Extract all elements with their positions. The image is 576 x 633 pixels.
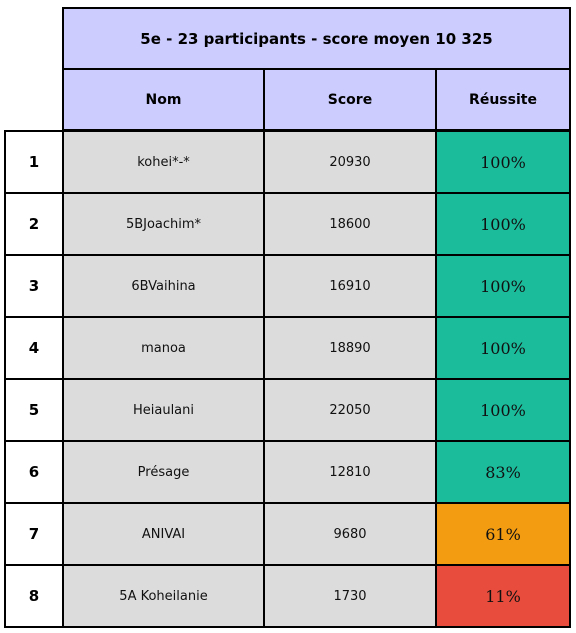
success-rate-cell: 100% xyxy=(435,130,571,194)
participant-name-cell: kohei*-* xyxy=(62,130,265,194)
success-rate-cell: 100% xyxy=(435,378,571,442)
score-cell: 9680 xyxy=(263,502,437,566)
participant-name-cell: manoa xyxy=(62,316,265,380)
participant-name-cell: ANIVAI xyxy=(62,502,265,566)
success-rate-cell: 61% xyxy=(435,502,571,566)
rank-cell: 1 xyxy=(4,130,64,194)
success-rate-cell: 100% xyxy=(435,254,571,318)
participant-name-cell: 5BJoachim* xyxy=(62,192,265,256)
score-cell: 22050 xyxy=(263,378,437,442)
participant-name-cell: Présage xyxy=(62,440,265,504)
score-cell: 1730 xyxy=(263,564,437,628)
success-rate-cell: 100% xyxy=(435,316,571,380)
rank-cell: 7 xyxy=(4,502,64,566)
header-name: Nom xyxy=(62,68,265,131)
score-cell: 12810 xyxy=(263,440,437,504)
rank-cell: 4 xyxy=(4,316,64,380)
score-cell: 16910 xyxy=(263,254,437,318)
score-cell: 18600 xyxy=(263,192,437,256)
rank-cell: 2 xyxy=(4,192,64,256)
participant-name-cell: Heiaulani xyxy=(62,378,265,442)
rank-cell: 8 xyxy=(4,564,64,628)
table-title: 5e - 23 participants - score moyen 10 32… xyxy=(62,7,571,70)
participant-name-cell: 6BVaihina xyxy=(62,254,265,318)
success-rate-cell: 100% xyxy=(435,192,571,256)
rank-cell: 5 xyxy=(4,378,64,442)
rank-cell: 3 xyxy=(4,254,64,318)
header-score: Score xyxy=(263,68,437,131)
score-cell: 20930 xyxy=(263,130,437,194)
header-success: Réussite xyxy=(435,68,571,131)
participant-name-cell: 5A Koheilanie xyxy=(62,564,265,628)
score-cell: 18890 xyxy=(263,316,437,380)
success-rate-cell: 83% xyxy=(435,440,571,504)
rank-cell: 6 xyxy=(4,440,64,504)
success-rate-cell: 11% xyxy=(435,564,571,628)
